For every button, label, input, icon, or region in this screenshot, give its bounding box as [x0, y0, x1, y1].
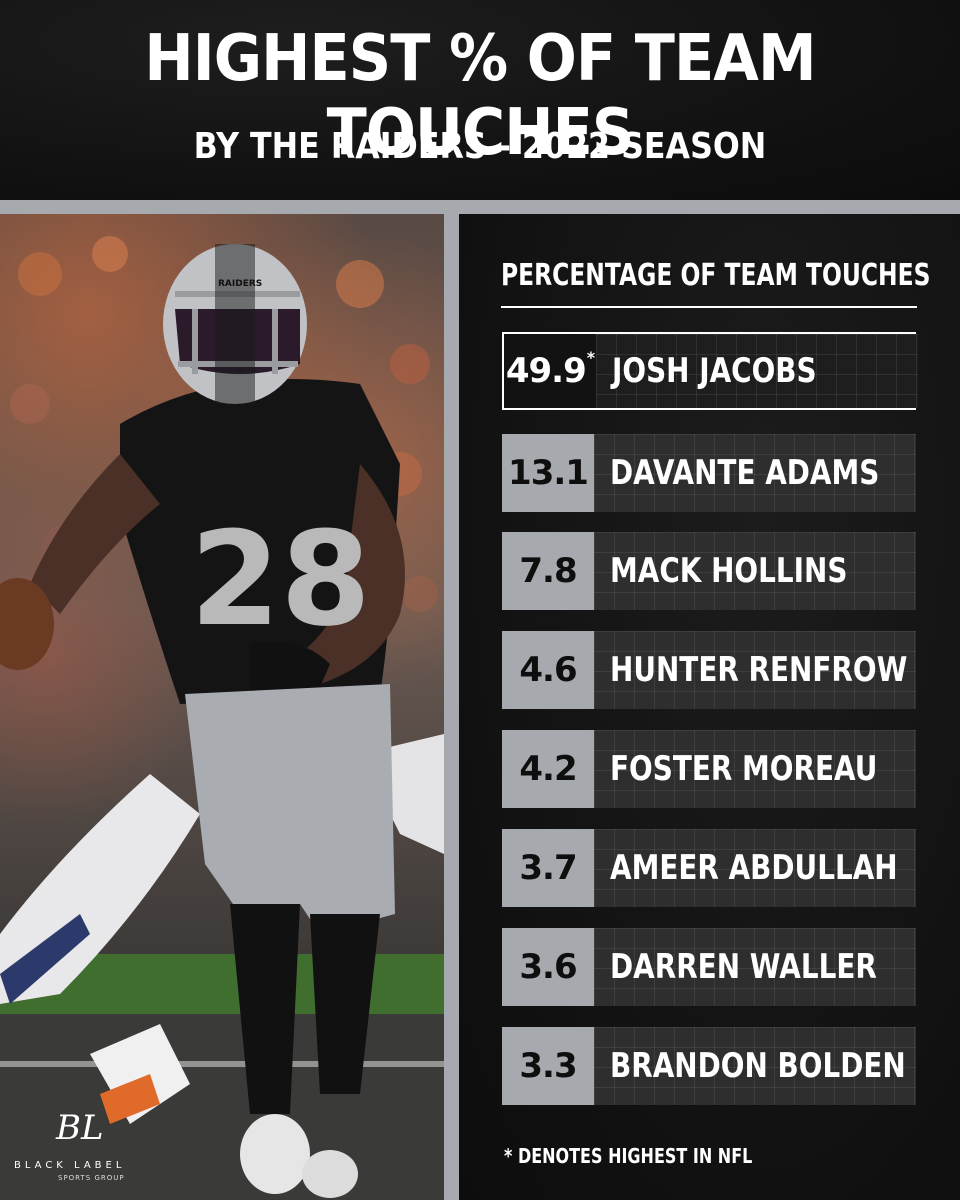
stat-row: 3.7 AMEER ABDULLAH: [502, 829, 916, 907]
helmet-text: RAIDERS: [218, 279, 262, 289]
panel-title: PERCENTAGE OF TEAM TOUCHES: [501, 258, 931, 293]
brand-logo-sub: SPORTS GROUP: [58, 1174, 125, 1182]
stat-row: 49.9 * JOSH JACOBS: [502, 332, 918, 410]
footnote: * DENOTES HIGHEST IN NFL: [504, 1144, 753, 1168]
stat-value: 3.7: [502, 829, 594, 907]
brand-logo-mark: BL: [56, 1108, 104, 1148]
stat-row: 7.8 MACK HOLLINS: [502, 532, 916, 610]
player-name: DARREN WALLER: [594, 928, 916, 1006]
stat-value: 4.6: [502, 631, 594, 709]
player-name: FOSTER MOREAU: [594, 730, 916, 808]
stat-value: 3.6: [502, 928, 594, 1006]
stat-row: 4.6 HUNTER RENFROW: [502, 631, 916, 709]
player-name: JOSH JACOBS: [596, 334, 918, 408]
stat-value: 7.8: [502, 532, 594, 610]
stat-row: 3.3 BRANDON BOLDEN: [502, 1027, 916, 1105]
player-name: AMEER ABDULLAH: [594, 829, 916, 907]
stat-value: 4.2: [502, 730, 594, 808]
brand-logo-name: BLACK LABEL: [14, 1160, 126, 1171]
stat-value: 49.9 *: [504, 334, 596, 408]
title-underline: [501, 306, 917, 308]
jersey-number: 28: [190, 503, 371, 655]
header: HIGHEST % OF TEAM TOUCHES BY THE RAIDERS…: [0, 0, 960, 200]
player-name: HUNTER RENFROW: [594, 631, 916, 709]
player-illustration: 28 RAIDERS: [0, 236, 444, 1200]
player-name: MACK HOLLINS: [594, 532, 916, 610]
player-name: BRANDON BOLDEN: [594, 1027, 916, 1105]
stat-row: 4.2 FOSTER MOREAU: [502, 730, 916, 808]
stat-value: 13.1: [502, 434, 594, 512]
stat-row: 13.1 DAVANTE ADAMS: [502, 434, 916, 512]
page-title: HIGHEST % OF TEAM TOUCHES: [144, 22, 816, 170]
stat-value: 3.3: [502, 1027, 594, 1105]
stats-panel: PERCENTAGE OF TEAM TOUCHES 49.9 * JOSH JA…: [459, 214, 960, 1200]
page-subtitle: BY THE RAIDERS - 2022 SEASON: [193, 126, 767, 167]
stat-row: 3.6 DARREN WALLER: [502, 928, 916, 1006]
player-photo: 28 RAIDERS: [0, 214, 444, 1200]
player-name: DAVANTE ADAMS: [594, 434, 916, 512]
